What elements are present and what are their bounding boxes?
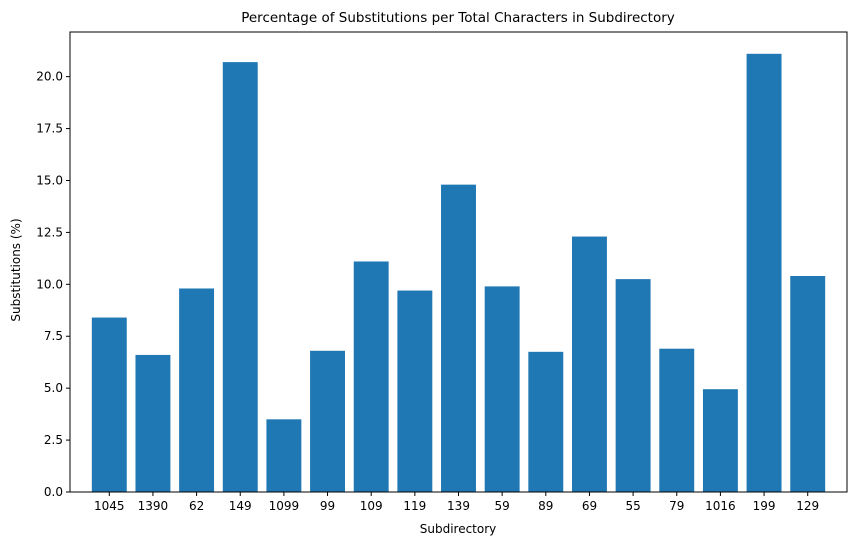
y-tick-label: 5.0 (44, 381, 63, 395)
bar-59 (484, 286, 520, 492)
bar-109 (353, 261, 389, 492)
y-tick-label: 15.0 (36, 173, 63, 187)
y-tick-label: 12.5 (36, 225, 63, 239)
y-tick-label: 2.5 (44, 433, 63, 447)
y-tick-label: 7.5 (44, 329, 63, 343)
x-tick-label: 109 (360, 499, 383, 513)
bar-55 (615, 279, 651, 492)
x-tick-label: 1016 (705, 499, 736, 513)
x-axis: 1045 1390 62 149 1099 99 109 119 139 59 89 69 55 79 10… (94, 492, 819, 513)
x-tick-label: 129 (796, 499, 819, 513)
bar-1390 (135, 354, 171, 492)
x-tick-label: 149 (229, 499, 252, 513)
x-tick-label: 69 (582, 499, 597, 513)
bar-1016 (702, 389, 738, 492)
x-tick-label: 79 (669, 499, 684, 513)
bar-69 (571, 236, 607, 492)
x-tick-label: 1045 (94, 499, 125, 513)
y-tick-label: 20.0 (36, 70, 63, 84)
x-tick-label: 119 (403, 499, 426, 513)
bar-129 (790, 276, 826, 492)
bar-1099 (266, 419, 302, 492)
bar-199 (746, 53, 782, 492)
x-axis-label: Subdirectory (420, 522, 497, 536)
x-tick-label: 1390 (138, 499, 169, 513)
x-tick-label: 199 (753, 499, 776, 513)
bars-group (91, 53, 826, 493)
x-tick-label: 139 (447, 499, 470, 513)
x-tick-label: 89 (538, 499, 553, 513)
bar-149 (222, 62, 258, 493)
x-tick-label: 62 (189, 499, 204, 513)
x-tick-label: 99 (320, 499, 335, 513)
x-tick-label: 55 (625, 499, 640, 513)
bar-119 (397, 290, 433, 492)
bar-89 (528, 351, 564, 492)
x-tick-label: 1099 (269, 499, 300, 513)
chart-title: Percentage of Substitutions per Total Ch… (241, 10, 675, 26)
y-axis-label: Substitutions (%) (9, 218, 23, 321)
bar-99 (310, 350, 346, 492)
y-axis: 0.0 2.5 5.0 7.5 10.0 12.5 15.0 17.5 20.0 (36, 70, 70, 499)
bar-62 (179, 288, 215, 492)
y-tick-label: 10.0 (36, 277, 63, 291)
bar-139 (441, 184, 476, 492)
x-tick-label: 59 (495, 499, 510, 513)
bar-79 (659, 348, 695, 492)
y-tick-label: 17.5 (36, 122, 63, 136)
y-tick-label: 0.0 (44, 485, 63, 499)
bar-1045 (91, 317, 127, 492)
plot-frame (69, 31, 848, 493)
